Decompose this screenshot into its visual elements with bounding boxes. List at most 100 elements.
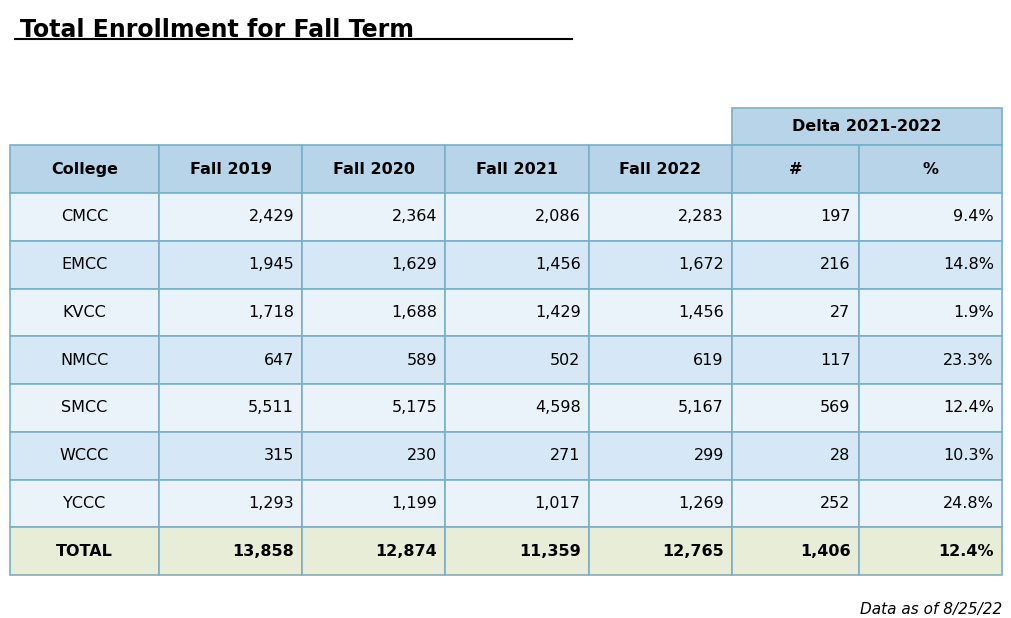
Bar (302, 241, 445, 289)
Bar (857, 432, 1001, 480)
Bar (302, 527, 445, 575)
Bar (10, 289, 159, 336)
Text: Fall 2020: Fall 2020 (333, 162, 415, 177)
Bar (10, 145, 159, 193)
Text: 1,199: 1,199 (391, 496, 437, 511)
Bar (445, 432, 588, 480)
Bar (159, 336, 302, 384)
Bar (731, 432, 857, 480)
Text: 1,456: 1,456 (534, 257, 580, 272)
Bar (159, 241, 302, 289)
Text: Delta 2021-2022: Delta 2021-2022 (792, 119, 940, 134)
Text: TOTAL: TOTAL (56, 544, 113, 559)
Text: 252: 252 (819, 496, 849, 511)
Bar (159, 384, 302, 432)
Bar (857, 193, 1001, 241)
Text: 10.3%: 10.3% (942, 448, 993, 464)
Text: 216: 216 (819, 257, 849, 272)
Bar (731, 108, 1001, 145)
Text: 2,429: 2,429 (248, 210, 294, 224)
Bar (159, 193, 302, 241)
Text: College: College (51, 162, 118, 177)
Text: 1,718: 1,718 (248, 305, 294, 320)
Text: 619: 619 (693, 353, 723, 368)
Text: 1,672: 1,672 (677, 257, 723, 272)
Text: EMCC: EMCC (62, 257, 107, 272)
Bar (857, 480, 1001, 527)
Text: 117: 117 (819, 353, 849, 368)
Bar (588, 336, 731, 384)
Bar (445, 527, 588, 575)
Bar (731, 480, 857, 527)
Bar (857, 336, 1001, 384)
Bar (10, 241, 159, 289)
Text: #: # (788, 162, 802, 177)
Text: SMCC: SMCC (62, 400, 107, 415)
Text: 1,293: 1,293 (248, 496, 294, 511)
Bar (10, 480, 159, 527)
Bar (445, 289, 588, 336)
Text: 1,269: 1,269 (677, 496, 723, 511)
Bar (731, 289, 857, 336)
Bar (302, 480, 445, 527)
Text: 5,511: 5,511 (248, 400, 294, 415)
Bar (445, 193, 588, 241)
Text: 271: 271 (550, 448, 580, 464)
Bar (159, 432, 302, 480)
Bar (731, 336, 857, 384)
Text: 1,406: 1,406 (799, 544, 849, 559)
Text: 569: 569 (819, 400, 849, 415)
Text: 1,456: 1,456 (677, 305, 723, 320)
Text: %: % (921, 162, 937, 177)
Text: WCCC: WCCC (60, 448, 109, 464)
Bar (159, 527, 302, 575)
Text: 14.8%: 14.8% (942, 257, 993, 272)
Bar (731, 384, 857, 432)
Text: Total Enrollment for Fall Term: Total Enrollment for Fall Term (20, 18, 413, 42)
Text: 28: 28 (829, 448, 849, 464)
Bar (857, 384, 1001, 432)
Bar (159, 289, 302, 336)
Bar (588, 527, 731, 575)
Text: NMCC: NMCC (61, 353, 108, 368)
Bar (10, 527, 159, 575)
Text: 647: 647 (264, 353, 294, 368)
Text: 1,945: 1,945 (248, 257, 294, 272)
Text: 23.3%: 23.3% (942, 353, 993, 368)
Bar (588, 145, 731, 193)
Text: 2,364: 2,364 (391, 210, 437, 224)
Bar (10, 193, 159, 241)
Bar (10, 336, 159, 384)
Bar (588, 241, 731, 289)
Text: 1.9%: 1.9% (952, 305, 993, 320)
Text: 1,017: 1,017 (534, 496, 580, 511)
Text: 27: 27 (829, 305, 849, 320)
Bar (857, 527, 1001, 575)
Bar (445, 241, 588, 289)
Text: 1,429: 1,429 (534, 305, 580, 320)
Text: 4,598: 4,598 (534, 400, 580, 415)
Text: Fall 2021: Fall 2021 (475, 162, 557, 177)
Bar (857, 289, 1001, 336)
Text: 502: 502 (550, 353, 580, 368)
Text: CMCC: CMCC (61, 210, 108, 224)
Text: 197: 197 (819, 210, 849, 224)
Bar (731, 145, 857, 193)
Bar (302, 384, 445, 432)
Bar (10, 432, 159, 480)
Text: 2,283: 2,283 (677, 210, 723, 224)
Text: Data as of 8/25/22: Data as of 8/25/22 (858, 603, 1001, 617)
Text: 5,175: 5,175 (391, 400, 437, 415)
Text: 12,765: 12,765 (661, 544, 723, 559)
Text: 12.4%: 12.4% (937, 544, 993, 559)
Bar (445, 336, 588, 384)
Text: 299: 299 (693, 448, 723, 464)
Bar (731, 241, 857, 289)
Bar (445, 145, 588, 193)
Bar (588, 384, 731, 432)
Bar (159, 145, 302, 193)
Text: 12.4%: 12.4% (942, 400, 993, 415)
Text: 315: 315 (264, 448, 294, 464)
Text: KVCC: KVCC (63, 305, 106, 320)
Bar (588, 193, 731, 241)
